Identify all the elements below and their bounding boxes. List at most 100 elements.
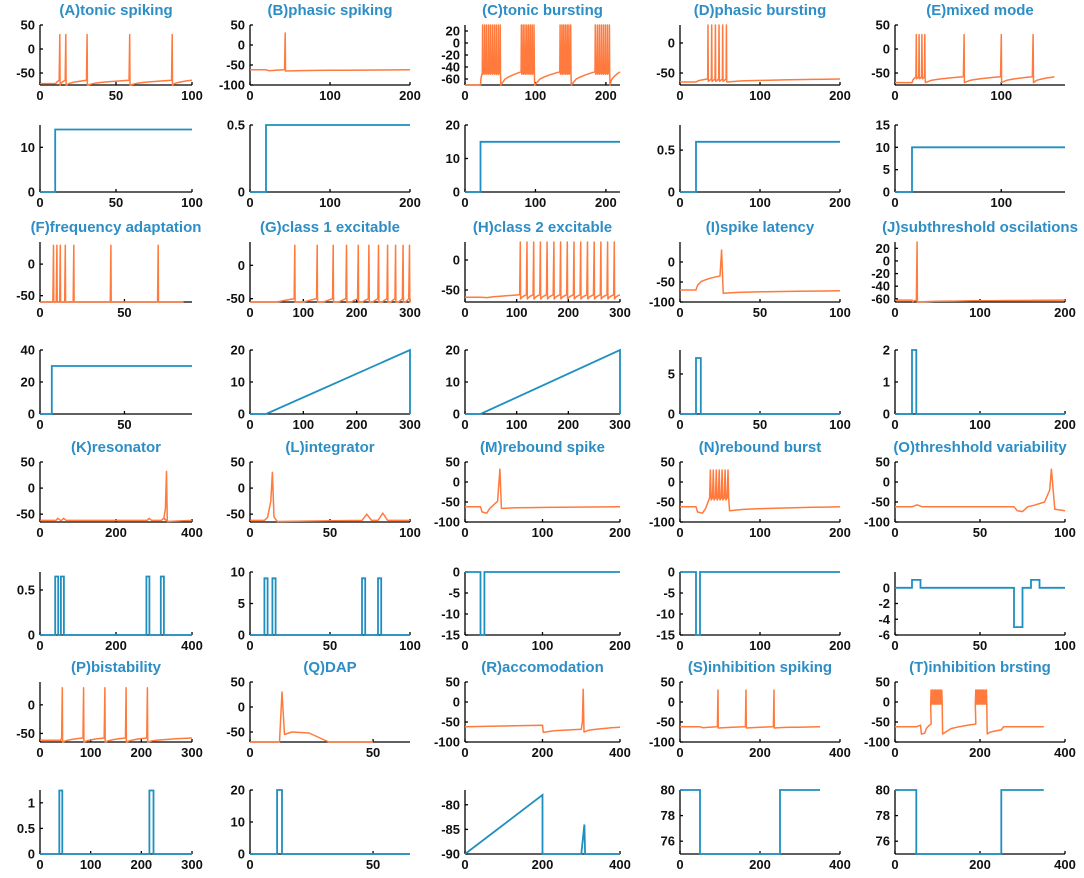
panel-h-current-ytick-label: 20 — [446, 343, 460, 358]
panel-j-current-ytick-label: 1 — [883, 375, 890, 390]
panel-c-voltage-trace — [465, 24, 621, 86]
panel-g-voltage-trace — [250, 244, 411, 303]
panel-m-voltage-ytick-label: 0 — [453, 475, 460, 490]
panel-i-current-ytick-label: 0 — [668, 407, 675, 422]
panel-d-current-xtick-label: 0 — [676, 195, 683, 210]
panel-k-voltage-ytick-label: 0 — [28, 481, 35, 496]
panel-e-voltage-ytick-label: -50 — [871, 66, 890, 81]
panel-s-voltage-xtick-label: 200 — [749, 745, 771, 760]
panel-q-voltage-ytick-label: 0 — [238, 700, 245, 715]
panel-o-voltage-trace — [895, 468, 1066, 513]
panel-a-title: (A)tonic spiking — [59, 2, 172, 19]
panel-a-voltage-trace — [40, 33, 193, 86]
panel-o-voltage-ytick-label: -50 — [871, 495, 890, 510]
panel-h-current-trace — [465, 348, 621, 415]
panel-c-current-ytick-label: 10 — [446, 151, 460, 166]
panel-o-title: (O)threshhold variability — [893, 439, 1067, 456]
panel-j-voltage-xtick-label: 100 — [969, 305, 991, 320]
panel-g-current-ytick-label: 20 — [231, 343, 245, 358]
panel-p-voltage-ytick-label: -50 — [16, 726, 35, 741]
panel-d-current-xtick-label: 200 — [829, 195, 851, 210]
panel-a-voltage-ytick-label: -50 — [16, 66, 35, 81]
panel-p-voltage-xtick-label: 200 — [130, 745, 152, 760]
panel-k-voltage-xtick-label: 400 — [181, 525, 203, 540]
panel-t-voltage-trace — [895, 689, 1044, 735]
panel-l-current-xtick-label: 0 — [246, 638, 253, 653]
panel-e-voltage-ytick-label: 0 — [883, 42, 890, 57]
panel-r-voltage-xtick-label: 200 — [532, 745, 554, 760]
panel-t-voltage-xtick-label: 400 — [1054, 745, 1076, 760]
panel-l-current-xtick-label: 100 — [399, 638, 421, 653]
panel-s-voltage-ytick-label: 0 — [668, 695, 675, 710]
panel-b-current-xtick-label: 200 — [399, 195, 421, 210]
panel-q-current-ytick-label: 10 — [231, 815, 245, 830]
panel-b-voltage-xtick-label: 100 — [319, 88, 341, 103]
panel-n-voltage-ytick-label: -100 — [649, 515, 675, 530]
panel-j-voltage-ytick-label: 0 — [883, 253, 890, 268]
panel-b-current-ytick-label: 0.5 — [227, 118, 245, 133]
panel-n-voltage-trace — [680, 469, 841, 514]
panel-p-title: (P)bistability — [71, 659, 162, 676]
panel-f-voltage-ytick-label: 0 — [28, 257, 35, 272]
panel-e-current-xtick-label: 0 — [891, 195, 898, 210]
panel-j-voltage-ytick-label: -60 — [871, 291, 890, 306]
panel-b-current-ytick-label: 0 — [238, 185, 245, 200]
panel-o-current-ytick-label: 0 — [883, 580, 890, 595]
panel-h-title: (H)class 2 excitable — [473, 219, 612, 236]
panel-j-title: (J)subthreshold oscilations — [882, 219, 1078, 236]
panel-g-current-xtick-label: 300 — [399, 417, 421, 432]
panel-c-current-xtick-label: 0 — [461, 195, 468, 210]
panel-e-current-xtick-label: 100 — [990, 195, 1012, 210]
panel-j-voltage-xtick-label: 200 — [1054, 305, 1076, 320]
panel-l-voltage-xtick-label: 100 — [399, 525, 421, 540]
panel-i-current-ytick-label: 5 — [668, 367, 675, 382]
panel-a-current-xtick-label: 0 — [36, 195, 43, 210]
panel-o-voltage-ytick-label: 0 — [883, 475, 890, 490]
panel-q-current-xtick-label: 50 — [366, 857, 380, 872]
panel-m-voltage-xtick-label: 100 — [532, 525, 554, 540]
panel-g-current-ytick-label: 10 — [231, 375, 245, 390]
panel-c-voltage-ytick-label: 20 — [446, 24, 460, 39]
panel-n-voltage-xtick-label: 0 — [676, 525, 683, 540]
panel-k-voltage-ytick-label: 50 — [21, 455, 35, 470]
panel-m-current-xtick-label: 0 — [461, 638, 468, 653]
panel-t-title: (T)inhibition brsting — [909, 659, 1051, 676]
panel-e-voltage-trace — [895, 33, 1055, 84]
panel-n-current-xtick-label: 200 — [829, 638, 851, 653]
panel-t-current-xtick-label: 200 — [969, 857, 991, 872]
panel-i-voltage-ytick-label: 0 — [668, 255, 675, 270]
panel-r-current-xtick-label: 400 — [609, 857, 631, 872]
panel-n-voltage-ytick-label: 0 — [668, 475, 675, 490]
panel-h-current-ytick-label: 0 — [453, 407, 460, 422]
panel-a-voltage-xtick-label: 0 — [36, 88, 43, 103]
panel-o-voltage-ytick-label: 50 — [876, 455, 890, 470]
panel-t-current-ytick-label: 80 — [876, 783, 890, 798]
panel-h-voltage-trace — [465, 241, 621, 300]
panel-b-title: (B)phasic spiking — [267, 2, 392, 19]
panel-h-current-xtick-label: 300 — [609, 417, 631, 432]
panel-t-voltage-ytick-label: 0 — [883, 695, 890, 710]
panel-c-voltage-ytick-label: -60 — [441, 72, 460, 87]
panel-d-voltage-xtick-label: 200 — [829, 88, 851, 103]
panel-b-voltage-ytick-label: 50 — [231, 18, 245, 33]
panel-e-current-ytick-label: 5 — [883, 162, 890, 177]
panel-a-current-ytick-label: 10 — [21, 140, 35, 155]
panel-h-current-xtick-label: 0 — [461, 417, 468, 432]
panel-t-voltage-xtick-label: 200 — [969, 745, 991, 760]
panel-r-current-xtick-label: 0 — [461, 857, 468, 872]
panel-k-title: (K)resonator — [71, 439, 161, 456]
panel-m-voltage-ytick-label: -50 — [441, 495, 460, 510]
panel-m-voltage-trace — [465, 468, 621, 514]
panel-d-title: (D)phasic bursting — [694, 2, 827, 19]
panel-c-voltage-xtick-label: 200 — [595, 88, 617, 103]
panel-m-voltage-ytick-label: 50 — [446, 455, 460, 470]
panel-i-voltage-xtick-label: 100 — [829, 305, 851, 320]
panel-c-current-ytick-label: 0 — [453, 185, 460, 200]
